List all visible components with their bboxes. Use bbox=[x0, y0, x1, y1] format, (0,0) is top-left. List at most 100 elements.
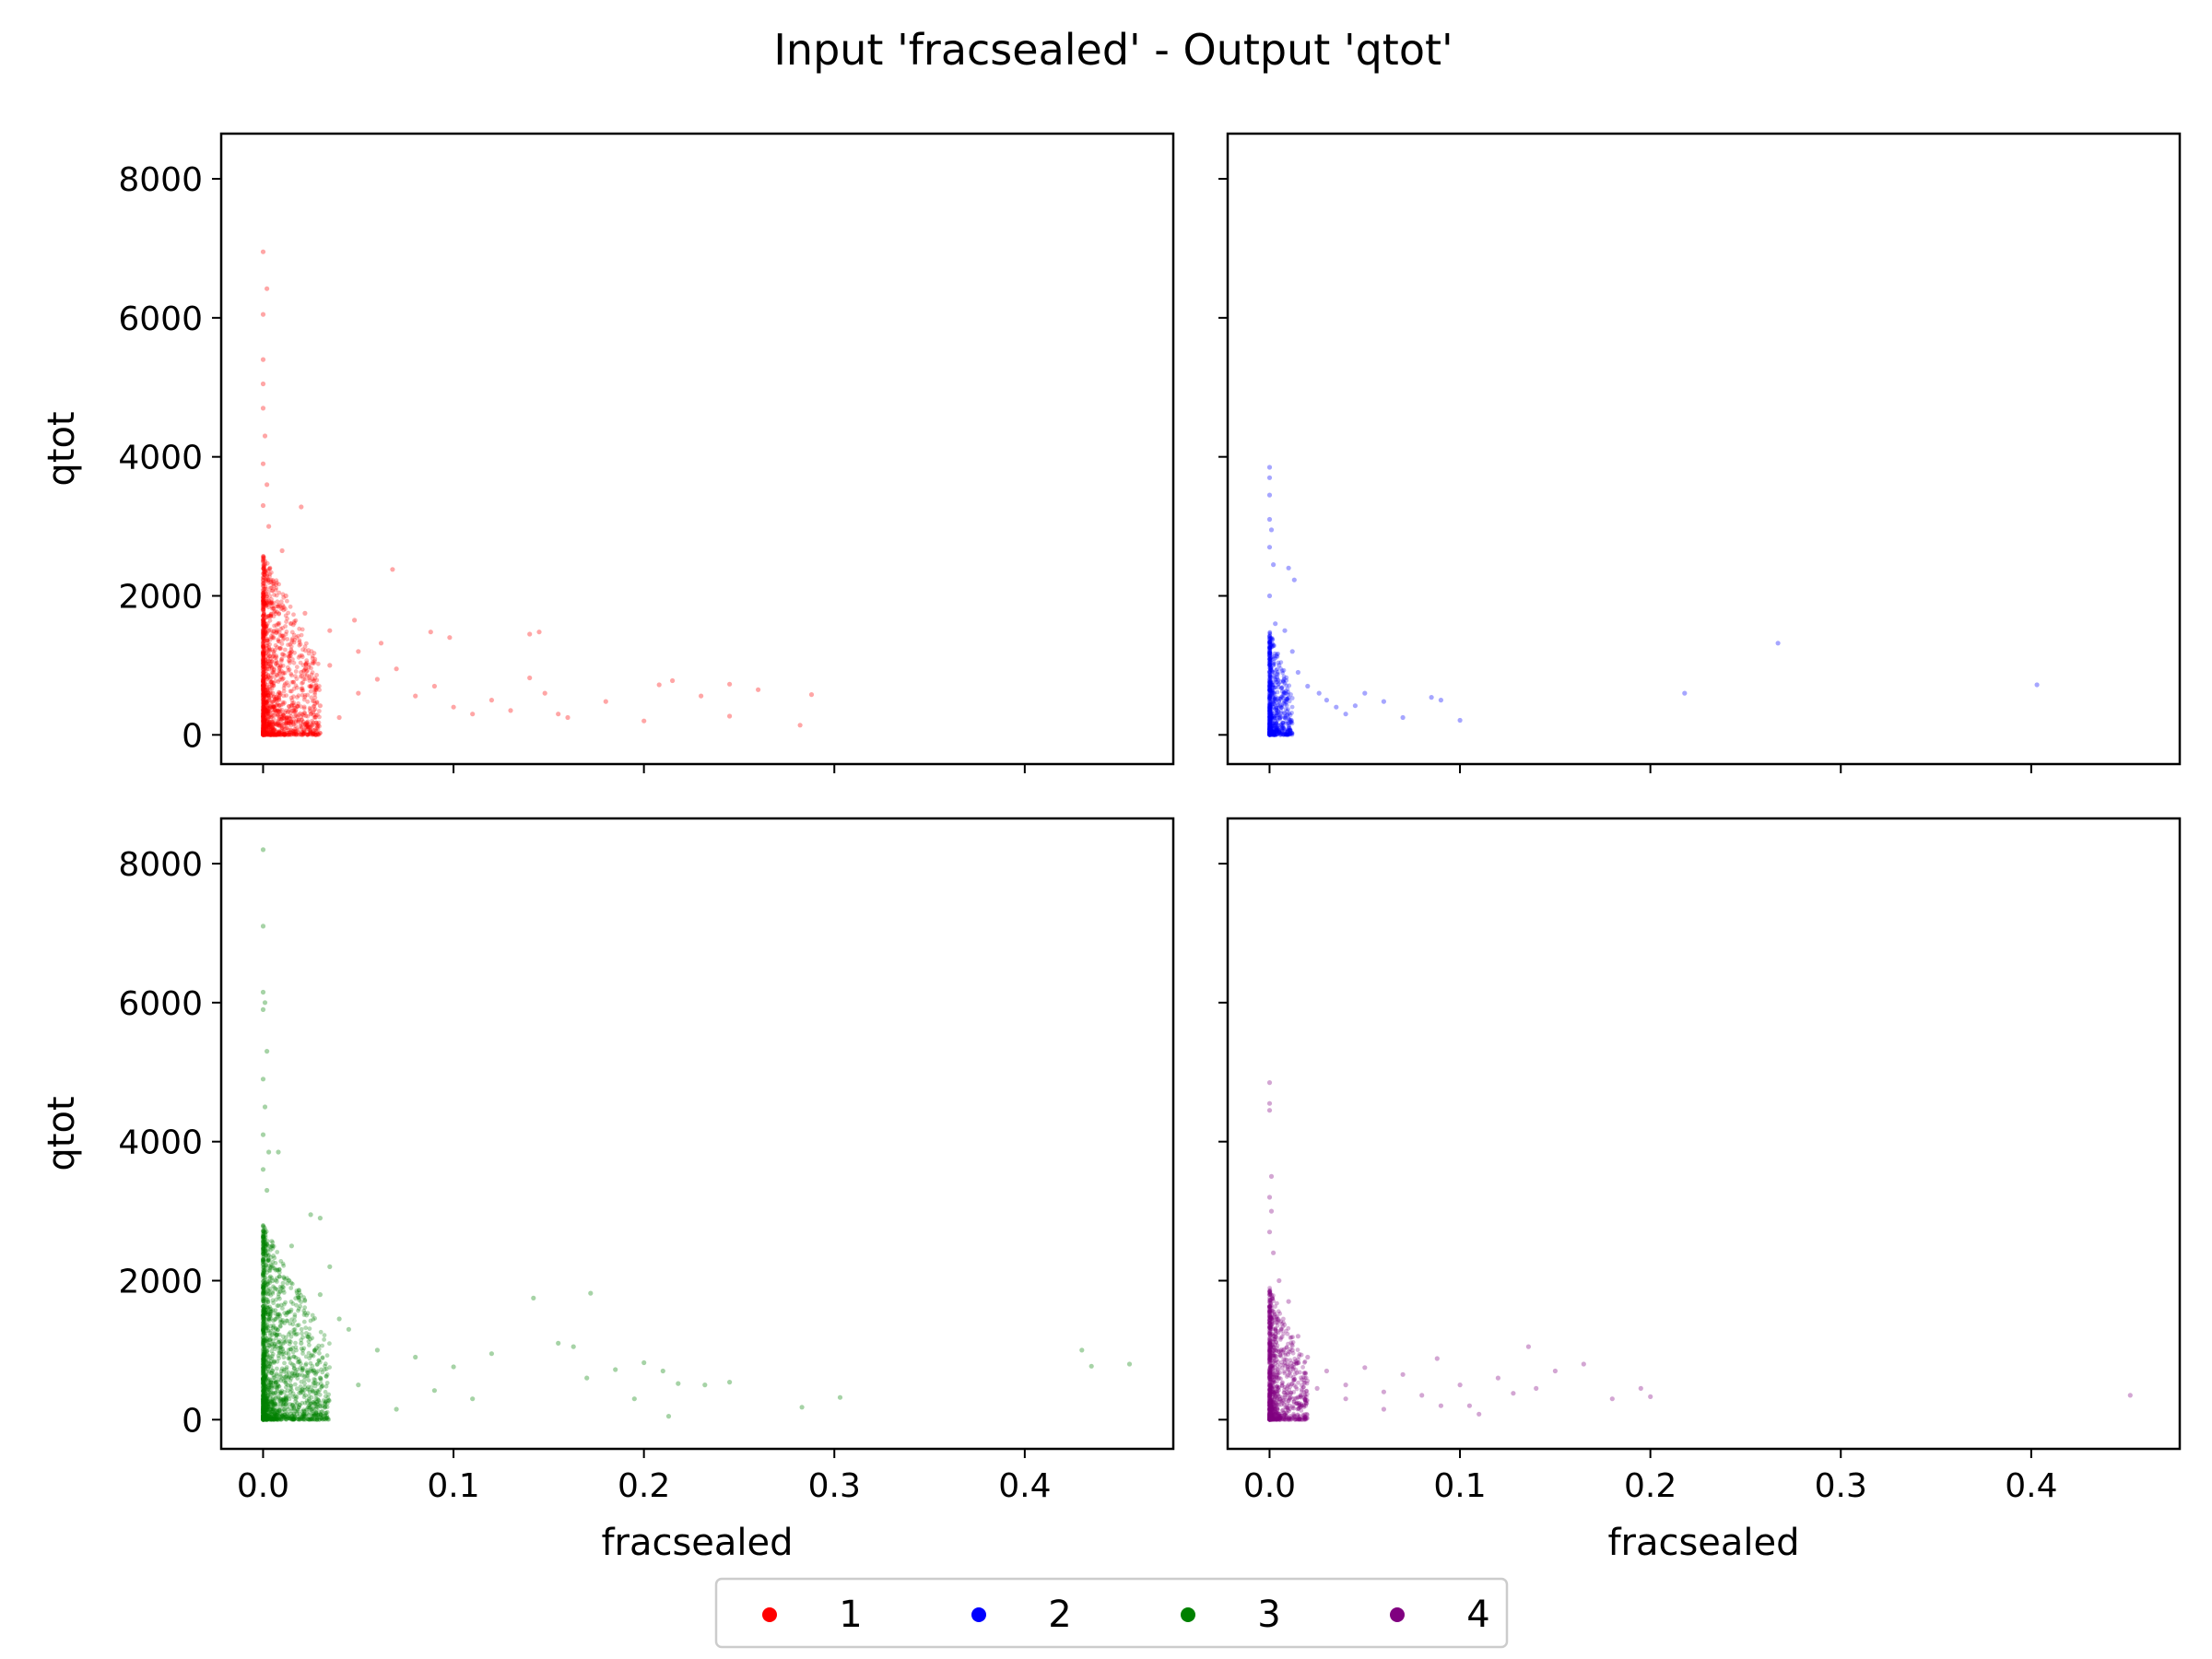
data-point bbox=[1270, 1295, 1275, 1300]
data-point bbox=[261, 711, 266, 715]
data-point bbox=[1267, 704, 1272, 709]
data-point bbox=[1292, 1382, 1297, 1388]
data-point bbox=[262, 611, 266, 617]
data-point bbox=[1289, 649, 1295, 654]
data-point bbox=[1268, 1314, 1274, 1319]
data-point bbox=[276, 1274, 282, 1279]
data-point bbox=[324, 1367, 329, 1371]
data-point bbox=[277, 723, 282, 728]
data-point bbox=[1267, 652, 1272, 656]
data-point bbox=[263, 1417, 268, 1422]
data-point bbox=[263, 1265, 267, 1271]
data-point bbox=[262, 627, 267, 632]
data-point bbox=[261, 726, 265, 732]
data-point bbox=[282, 1321, 287, 1325]
data-point bbox=[1301, 1417, 1307, 1422]
data-point bbox=[265, 711, 271, 716]
data-point bbox=[265, 700, 269, 706]
data-point bbox=[265, 614, 270, 619]
data-point bbox=[1267, 730, 1273, 735]
data-point bbox=[276, 1414, 282, 1419]
series-4-points bbox=[1266, 1080, 2133, 1422]
data-point bbox=[320, 1404, 325, 1408]
data-point bbox=[304, 723, 310, 728]
data-point bbox=[299, 1337, 304, 1343]
data-point bbox=[1272, 701, 1277, 707]
data-point bbox=[263, 1304, 268, 1310]
data-point bbox=[1288, 712, 1293, 718]
data-point bbox=[261, 1400, 265, 1405]
data-point bbox=[310, 661, 315, 666]
data-point bbox=[1288, 727, 1293, 733]
data-point bbox=[1267, 1413, 1273, 1418]
data-point bbox=[264, 1417, 269, 1422]
data-point bbox=[299, 717, 304, 723]
data-point bbox=[1299, 1394, 1304, 1400]
data-point bbox=[261, 1229, 265, 1234]
data-point bbox=[1275, 1367, 1280, 1372]
data-point bbox=[1274, 719, 1278, 724]
data-point bbox=[293, 724, 299, 728]
data-point bbox=[271, 579, 276, 584]
data-point bbox=[1283, 1417, 1288, 1422]
data-point bbox=[261, 719, 265, 724]
data-point bbox=[290, 1417, 296, 1422]
data-point bbox=[275, 1384, 279, 1390]
data-point bbox=[298, 1361, 303, 1367]
data-point bbox=[270, 631, 276, 636]
data-point bbox=[1302, 1416, 1308, 1421]
data-point bbox=[267, 594, 273, 599]
data-point bbox=[1276, 729, 1281, 734]
data-point bbox=[261, 1322, 266, 1327]
data-point bbox=[278, 1378, 284, 1383]
data-point bbox=[261, 1362, 266, 1368]
data-point bbox=[261, 730, 266, 735]
data-point bbox=[269, 1396, 275, 1402]
data-point bbox=[266, 729, 271, 735]
data-point bbox=[279, 1408, 284, 1414]
data-point bbox=[1267, 1396, 1272, 1402]
data-point bbox=[272, 1255, 277, 1261]
data-point bbox=[309, 1417, 314, 1422]
data-point bbox=[275, 713, 280, 718]
data-point bbox=[1267, 1382, 1273, 1387]
data-point bbox=[280, 1347, 286, 1352]
data-point bbox=[261, 658, 265, 664]
data-point bbox=[265, 1404, 270, 1409]
data-point bbox=[261, 1416, 265, 1421]
data-point bbox=[1274, 1314, 1279, 1320]
data-point bbox=[270, 720, 276, 724]
data-point bbox=[1279, 694, 1285, 700]
data-point bbox=[1267, 1403, 1273, 1408]
data-point bbox=[271, 606, 276, 611]
data-point bbox=[1269, 708, 1275, 713]
data-point bbox=[300, 1417, 306, 1422]
data-point bbox=[1270, 695, 1276, 700]
data-point bbox=[261, 730, 266, 735]
data-point bbox=[265, 652, 271, 657]
data-point bbox=[261, 1231, 266, 1237]
data-point bbox=[264, 1396, 268, 1402]
data-point bbox=[295, 695, 300, 700]
data-point bbox=[271, 1300, 276, 1306]
data-point bbox=[1269, 721, 1275, 726]
data-point bbox=[727, 681, 733, 687]
data-point bbox=[1282, 715, 1288, 721]
data-point bbox=[272, 1359, 276, 1364]
data-point bbox=[314, 725, 320, 731]
data-point bbox=[261, 729, 265, 735]
data-point bbox=[262, 1391, 266, 1395]
data-point bbox=[262, 1358, 267, 1363]
data-point bbox=[1276, 723, 1281, 728]
data-point bbox=[261, 1332, 265, 1337]
data-point bbox=[1267, 1290, 1273, 1295]
data-point bbox=[268, 1378, 274, 1383]
data-point bbox=[316, 1398, 322, 1404]
data-point bbox=[280, 716, 285, 721]
data-point bbox=[261, 1256, 265, 1262]
data-point bbox=[1268, 1399, 1273, 1404]
data-point bbox=[265, 286, 270, 291]
data-point bbox=[296, 701, 301, 706]
data-point bbox=[261, 684, 266, 689]
data-point bbox=[261, 591, 265, 595]
